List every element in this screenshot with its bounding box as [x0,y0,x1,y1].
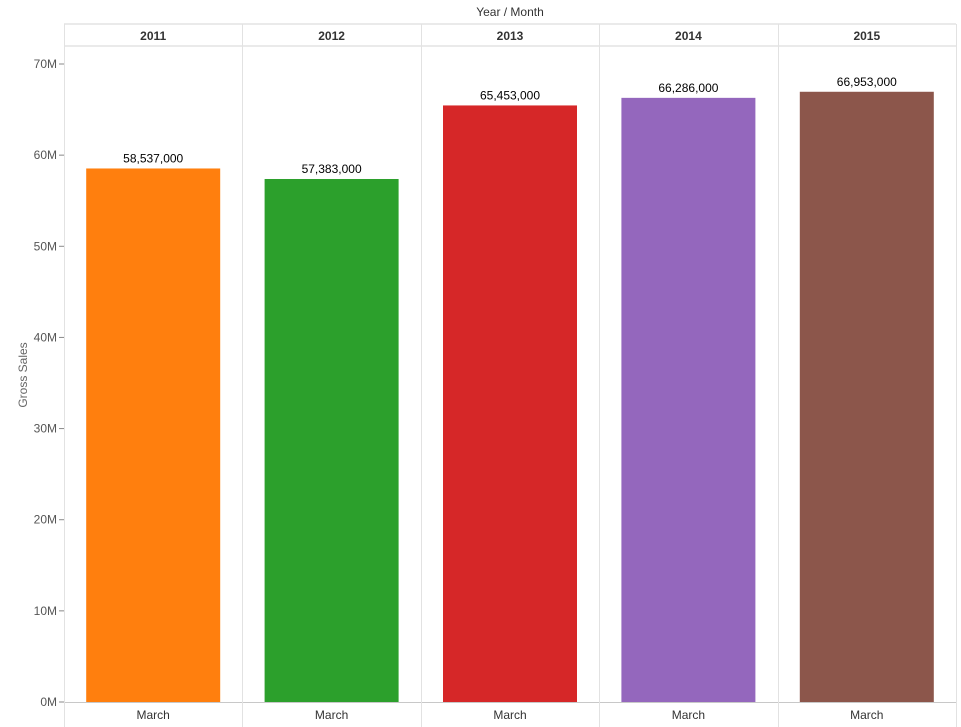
bar-2013 [443,105,577,703]
year-header-2015: 2015 [853,29,880,43]
month-label-2013: March [493,708,526,722]
y-tick-label: 10M [34,604,57,618]
data-label-2011: 58,537,000 [123,151,183,165]
y-tick-label: 30M [34,422,57,436]
y-tick-label: 0M [40,695,57,709]
month-label-2015: March [850,708,883,722]
data-labels: 58,537,000 57,383,000 65,453,000 66,286,000… [123,75,897,176]
y-axis: 0M 10M 20M 30M 40M 50M 60M 70M [34,57,64,709]
bar-2011 [86,168,221,702]
y-tick-label: 20M [34,513,57,527]
chart-frame [64,23,957,727]
year-header-2014: 2014 [675,29,702,43]
month-label-2012: March [315,708,348,722]
year-headers: 2011 2012 2013 2014 2015 [140,29,880,43]
year-header-2013: 2013 [497,29,524,43]
month-labels: March March March March March [137,708,884,722]
year-header-2011: 2011 [140,29,166,43]
bar-2012 [264,178,399,703]
bars [86,91,934,703]
data-label-2013: 65,453,000 [480,88,540,102]
y-tick-label: 40M [34,330,57,344]
month-label-2014: March [672,708,705,722]
data-label-2014: 66,286,000 [658,81,718,95]
column-header-title: Year / Month [476,5,544,19]
y-axis-title: Gross Sales [16,342,30,407]
y-tick-label: 70M [34,57,57,71]
month-label-2011: March [137,708,170,722]
bar-2015 [799,91,934,702]
year-header-2012: 2012 [318,29,345,43]
y-tick-label: 60M [34,148,57,162]
data-label-2012: 57,383,000 [302,162,362,176]
bar-2014 [621,97,756,702]
data-label-2015: 66,953,000 [837,75,897,89]
y-tick-label: 50M [34,239,57,253]
